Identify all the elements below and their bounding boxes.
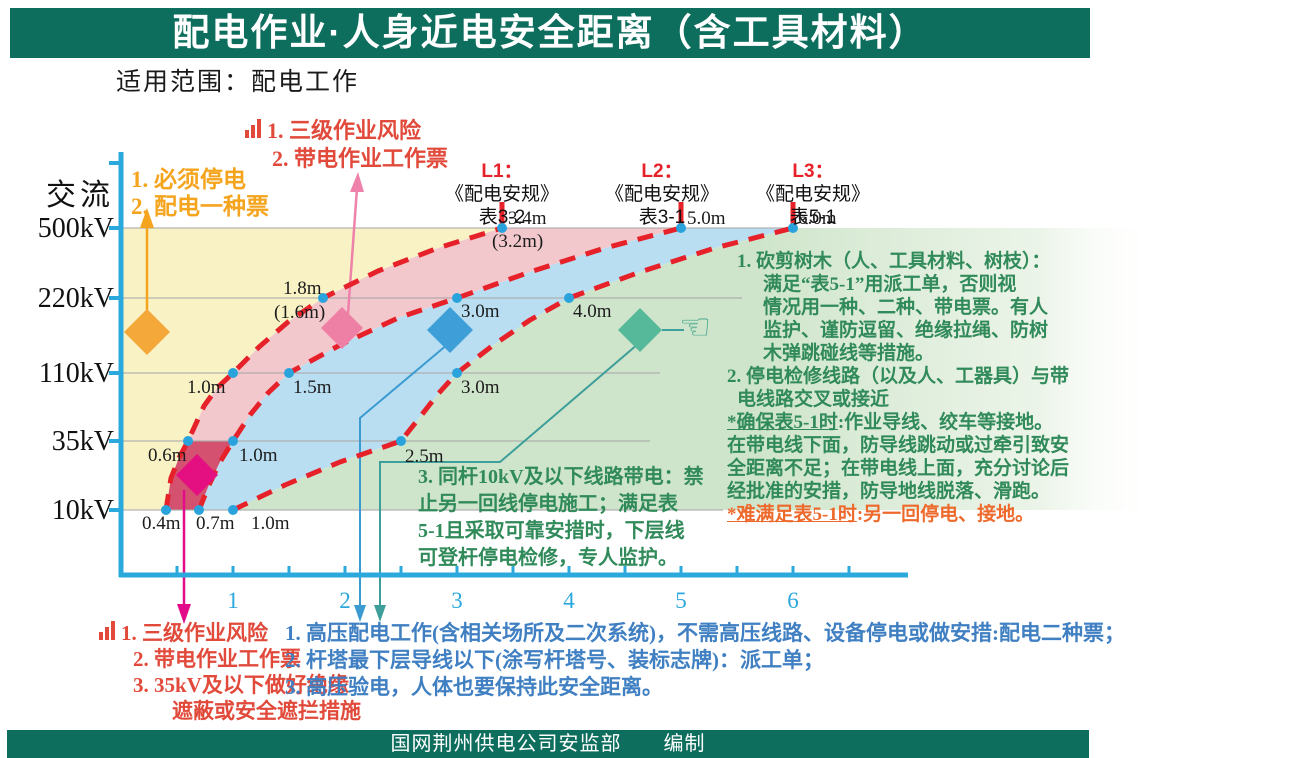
note-live-work-bottom: 1. 三级作业风险 2. 带电作业工作票 3. 35kV及以下做好绝缘 遮蔽或安…: [99, 620, 361, 724]
y-label-35kv: 35kV: [51, 426, 114, 457]
marker-L3: [790, 202, 796, 228]
note-same-pole: 3. 同杆10kV及以下线路带电：禁 止另一回线停电施工；满足表 5-1且采取可…: [418, 466, 704, 569]
green-diamond-marker: [618, 308, 662, 352]
x-label-1: 1: [227, 588, 239, 613]
orange-diamond-marker: [124, 309, 170, 355]
data-points: [161, 223, 798, 515]
pink-diamond-marker: [321, 307, 363, 349]
note-live-work-top: 1. 三级作业风险 2. 带电作业工作票: [245, 117, 448, 173]
legend-markers: [499, 202, 796, 228]
marker-L2: [678, 202, 684, 228]
legend-l1: L1：《配电安规》 表3-2: [444, 161, 559, 228]
point-label: 4.0m: [573, 301, 612, 322]
point-label: 3.0m: [461, 377, 500, 398]
y-label-220kv: 220kV: [37, 283, 114, 314]
y-label-500kv: 500kV: [37, 213, 114, 244]
x-label-5: 5: [675, 588, 687, 613]
page-title: 配电作业·人身近电安全距离（含工具材料）: [10, 8, 1090, 58]
x-axis-ticks: [175, 566, 851, 575]
green-diamond-leader-line: [379, 329, 684, 610]
note-must-power-off: 1. 必须停电 2. 配电一种票: [131, 167, 269, 219]
point-label: 0.4m: [142, 513, 181, 534]
magenta-arrow: [177, 490, 191, 624]
zone-live-work-pink: [166, 228, 681, 510]
pink-arrow: [346, 172, 364, 315]
point-label: 0.6m: [148, 445, 187, 466]
x-label-6: 6: [787, 588, 799, 613]
zone-green: [233, 228, 1140, 510]
note-tree-and-crossing: 1. 砍剪树木（人、工具材料、树枝）： 满足“表5-1”用派工单，否则视 情况用…: [727, 251, 1070, 525]
curve-L1: [163, 225, 503, 511]
point-label-alt: (3.2m): [492, 231, 544, 252]
curve-L3: [231, 225, 794, 513]
point-label: 6.0m: [798, 208, 837, 229]
axes: [109, 152, 908, 578]
blue-diamond-marker: [427, 307, 473, 353]
point-label: 1.5m: [293, 377, 332, 398]
pointing-hand-icon: ☜: [679, 307, 712, 348]
risk-level-bars-icon: [245, 117, 263, 145]
legend-l2: L2：《配电安规》 表3-1: [604, 161, 719, 228]
y-axis-ticks: [109, 161, 121, 512]
point-label: 1.0m: [251, 513, 290, 534]
point-label: 1.0m: [187, 377, 226, 398]
footer-credit: 国网荆州供电公司安监部 编制: [7, 730, 1089, 758]
point-label: 3.4m: [508, 208, 547, 229]
point-label: 1.8m: [283, 278, 322, 299]
x-label-2: 2: [339, 588, 351, 613]
risk-level-bars-icon: [99, 620, 117, 646]
scope-subtitle: 适用范围：配电工作: [116, 69, 360, 96]
y-label-10kv: 10kV: [51, 495, 114, 526]
point-label-alt: (1.6m): [274, 302, 326, 323]
blue-leader-arrowhead-icon: [354, 605, 366, 622]
x-label-3: 3: [451, 588, 463, 613]
green-leader-arrowhead-icon: [374, 605, 386, 622]
magenta-diamond-marker: [176, 454, 218, 496]
gridlines: [121, 227, 795, 511]
y-axis-title: 交流: [46, 179, 114, 212]
point-label: 2.5m: [405, 446, 444, 467]
point-label: 5.0m: [687, 208, 726, 229]
zone-blue: [199, 228, 793, 510]
x-label-4: 4: [563, 588, 575, 613]
point-label: 3.0m: [461, 301, 500, 322]
legend-l3: L3：《配电安规》 表5-1: [755, 161, 870, 228]
point-label: 0.7m: [196, 513, 235, 534]
marker-L1: [499, 202, 505, 228]
y-label-110kv: 110kV: [38, 358, 114, 389]
note-bottom-rules: 1. 高压配电工作(含相关场所及二次系统)，不需高压线路、设备停电或做安措:配电…: [285, 621, 1125, 699]
point-label: 1.0m: [239, 445, 278, 466]
orange-arrow: [140, 208, 154, 318]
blue-diamond-leader-line: [359, 343, 449, 610]
